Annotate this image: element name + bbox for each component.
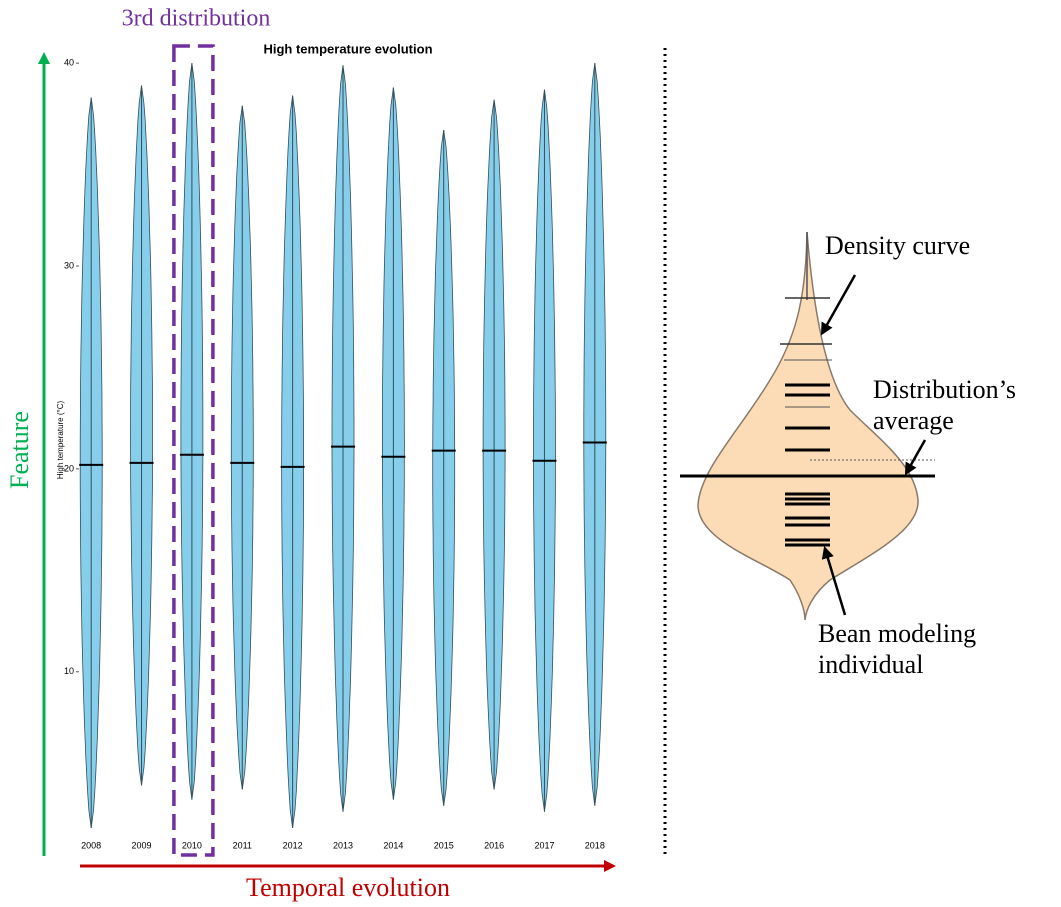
x-tick-label: 2011 — [233, 840, 252, 850]
highlight-box — [172, 44, 215, 857]
x-tick-label: 2017 — [534, 840, 554, 850]
legend-text: Bean modeling — [818, 619, 976, 648]
x-tick-label: 2012 — [283, 840, 303, 850]
x-arrow-label: Temporal evolution — [246, 873, 450, 902]
y-tick-label: 20 — [64, 463, 74, 473]
x-tick-label: 2013 — [333, 840, 353, 850]
y-axis-label: High temperature (°C) — [56, 401, 65, 480]
x-tick-label: 2018 — [585, 840, 605, 850]
x-tick-label: 2014 — [383, 840, 403, 850]
chart-title: High temperature evolution — [263, 41, 432, 56]
legend-text: individual — [818, 650, 923, 679]
highlight-label: 3rd distribution — [122, 6, 271, 32]
legend-text: Density curve — [825, 231, 970, 260]
y-tick-label: 40 — [64, 58, 74, 68]
y-arrow-label: Feature — [5, 411, 34, 489]
legend-diagram: Density curve Distribution’s average Bea… — [680, 231, 1016, 679]
y-tick-label: 30 — [64, 260, 74, 270]
x-tick-label: 2009 — [132, 840, 152, 850]
y-tick-label: 10 — [64, 666, 74, 676]
legend-text: Distribution’s — [873, 375, 1016, 404]
plot: 10 20 30 40 2008 2009 2010 2011 2012 2013 2014 2015… — [64, 6, 607, 857]
legend-text: average — [873, 406, 954, 435]
x-tick-label: 2010 — [182, 840, 202, 850]
x-tick-label: 2016 — [484, 840, 504, 850]
x-tick-label: 2015 — [434, 840, 454, 850]
x-tick-label: 2008 — [81, 840, 101, 850]
